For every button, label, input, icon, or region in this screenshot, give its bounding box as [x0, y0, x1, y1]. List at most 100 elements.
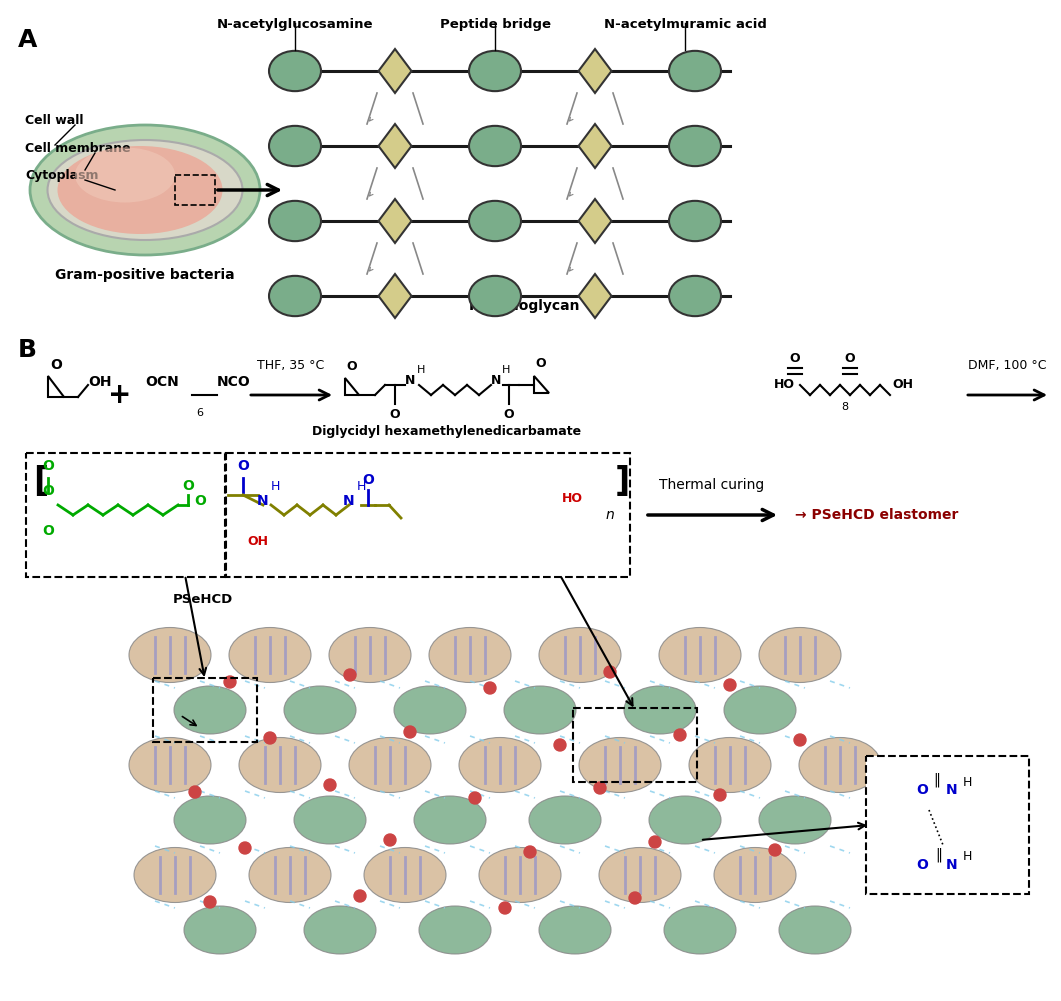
Circle shape — [714, 789, 726, 801]
Text: O: O — [916, 783, 928, 797]
Ellipse shape — [779, 906, 851, 954]
Ellipse shape — [504, 686, 576, 734]
Text: A: A — [18, 28, 37, 52]
Circle shape — [189, 786, 201, 798]
Ellipse shape — [724, 686, 796, 734]
Ellipse shape — [174, 686, 246, 734]
Ellipse shape — [469, 276, 521, 316]
Ellipse shape — [669, 51, 721, 91]
Ellipse shape — [184, 906, 256, 954]
Text: n: n — [606, 508, 614, 522]
Ellipse shape — [689, 738, 771, 793]
Ellipse shape — [284, 686, 356, 734]
Ellipse shape — [48, 140, 243, 240]
Text: ‖: ‖ — [934, 773, 940, 787]
Text: O: O — [194, 494, 206, 508]
Circle shape — [264, 732, 276, 744]
Text: 6: 6 — [196, 408, 204, 418]
Text: O: O — [916, 858, 928, 872]
Text: ‖: ‖ — [936, 848, 942, 862]
Ellipse shape — [349, 738, 431, 793]
Polygon shape — [578, 274, 611, 318]
Circle shape — [794, 734, 806, 746]
Text: H: H — [356, 480, 366, 493]
Text: O: O — [42, 484, 54, 498]
Circle shape — [649, 836, 661, 848]
Ellipse shape — [239, 738, 321, 793]
Ellipse shape — [174, 796, 246, 844]
Text: N: N — [405, 373, 415, 386]
Ellipse shape — [579, 738, 661, 793]
Text: 8: 8 — [841, 402, 849, 412]
Text: N: N — [491, 373, 502, 386]
Ellipse shape — [249, 848, 331, 903]
Ellipse shape — [479, 848, 561, 903]
Text: O: O — [50, 358, 62, 372]
Text: HO: HO — [562, 492, 582, 505]
Text: O: O — [536, 357, 546, 370]
Text: H: H — [502, 365, 510, 375]
Circle shape — [724, 679, 736, 691]
Text: H: H — [962, 776, 972, 789]
Text: Peptidoglycan: Peptidoglycan — [469, 299, 580, 313]
Ellipse shape — [459, 738, 541, 793]
Text: OH: OH — [88, 375, 111, 389]
Ellipse shape — [419, 906, 491, 954]
Text: N: N — [946, 783, 958, 797]
Circle shape — [344, 669, 356, 681]
Text: O: O — [237, 459, 249, 473]
Circle shape — [594, 782, 606, 794]
Text: N: N — [257, 494, 268, 508]
Text: O: O — [845, 351, 855, 364]
Circle shape — [484, 682, 495, 694]
Text: NCO: NCO — [218, 375, 250, 389]
Ellipse shape — [129, 738, 211, 793]
Text: O: O — [347, 360, 358, 373]
Text: H: H — [417, 365, 425, 375]
Text: O: O — [504, 408, 515, 421]
Ellipse shape — [599, 848, 681, 903]
Circle shape — [674, 729, 686, 741]
Ellipse shape — [269, 51, 321, 91]
Text: OCN: OCN — [145, 375, 178, 389]
Text: Gram-positive bacteria: Gram-positive bacteria — [55, 268, 234, 282]
Ellipse shape — [30, 125, 260, 255]
Ellipse shape — [529, 796, 601, 844]
Circle shape — [224, 676, 236, 688]
Circle shape — [204, 896, 216, 908]
Ellipse shape — [799, 738, 881, 793]
Ellipse shape — [539, 628, 621, 683]
Circle shape — [469, 792, 481, 804]
Polygon shape — [379, 49, 412, 93]
Ellipse shape — [269, 276, 321, 316]
Ellipse shape — [669, 201, 721, 241]
Circle shape — [629, 892, 641, 904]
Text: B: B — [18, 338, 37, 362]
Ellipse shape — [75, 147, 175, 202]
Ellipse shape — [394, 686, 466, 734]
Ellipse shape — [305, 906, 376, 954]
Text: O: O — [42, 524, 54, 538]
Polygon shape — [578, 199, 611, 243]
Circle shape — [499, 902, 511, 914]
Ellipse shape — [429, 628, 511, 683]
Circle shape — [239, 842, 251, 854]
Ellipse shape — [469, 126, 521, 166]
Text: H: H — [962, 851, 972, 864]
Ellipse shape — [759, 796, 831, 844]
Text: O: O — [389, 408, 400, 421]
Polygon shape — [578, 49, 611, 93]
Text: N-acetylmuramic acid: N-acetylmuramic acid — [604, 18, 766, 31]
Text: PSeHCD: PSeHCD — [173, 593, 233, 606]
Circle shape — [384, 834, 396, 846]
Text: Cell membrane: Cell membrane — [25, 141, 131, 154]
Text: N: N — [343, 494, 354, 508]
Ellipse shape — [759, 628, 841, 683]
Ellipse shape — [669, 126, 721, 166]
Circle shape — [404, 726, 416, 738]
Text: N: N — [946, 858, 958, 872]
Ellipse shape — [129, 628, 211, 683]
Ellipse shape — [659, 628, 741, 683]
Ellipse shape — [624, 686, 696, 734]
Text: +: + — [108, 381, 132, 409]
